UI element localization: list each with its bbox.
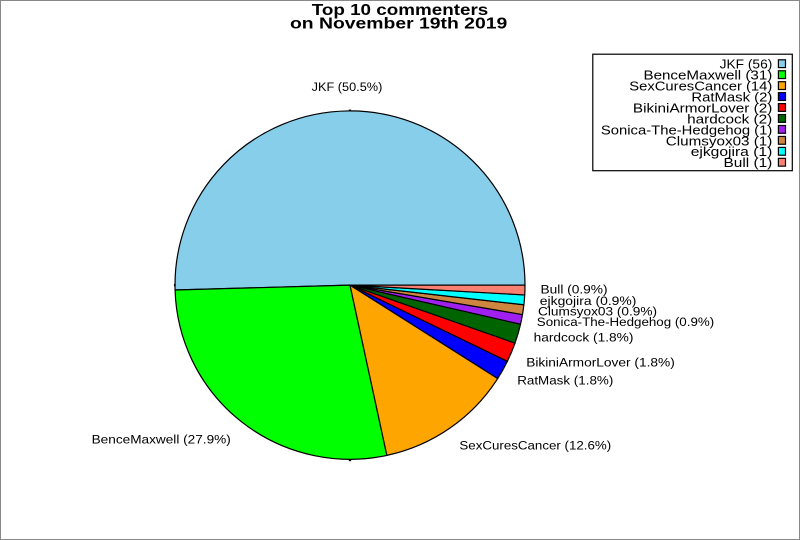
svg-text:RatMask (2): RatMask (2) [691, 89, 772, 104]
svg-text:BenceMaxwell (27.9%): BenceMaxwell (27.9%) [92, 432, 231, 446]
svg-text:on November 19th 2019: on November 19th 2019 [290, 14, 507, 32]
svg-text:Clumsyox03 (0.9%): Clumsyox03 (0.9%) [538, 304, 657, 318]
svg-text:JKF (56): JKF (56) [720, 57, 773, 72]
svg-text:SexCuresCancer (14): SexCuresCancer (14) [629, 78, 772, 93]
svg-text:BenceMaxwell (31): BenceMaxwell (31) [643, 68, 772, 83]
svg-text:Clumsyox03 (1): Clumsyox03 (1) [666, 134, 773, 149]
svg-text:Bull (1): Bull (1) [723, 156, 772, 171]
svg-text:RatMask (1.8%): RatMask (1.8%) [517, 373, 613, 387]
svg-text:JKF (50.5%): JKF (50.5%) [312, 80, 383, 94]
svg-text:Bull (0.9%): Bull (0.9%) [541, 282, 608, 296]
svg-text:Sonica-The-Hedgehog (0.9%): Sonica-The-Hedgehog (0.9%) [537, 315, 714, 328]
svg-text:hardcock (2): hardcock (2) [687, 112, 772, 127]
svg-text:ejkgojira (1): ejkgojira (1) [691, 145, 773, 160]
svg-text:BikiniArmorLover (1.8%): BikiniArmorLover (1.8%) [526, 355, 675, 369]
svg-text:BikiniArmorLover (2): BikiniArmorLover (2) [633, 101, 772, 116]
svg-text:Top 10 commenters: Top 10 commenters [312, 0, 489, 18]
svg-text:Sonica-The-Hedgehog (1): Sonica-The-Hedgehog (1) [601, 122, 772, 137]
svg-text:hardcock (1.8%): hardcock (1.8%) [534, 331, 634, 345]
svg-text:SexCuresCancer (12.6%): SexCuresCancer (12.6%) [459, 439, 611, 452]
svg-text:ejkgojira (0.9%): ejkgojira (0.9%) [540, 294, 637, 308]
